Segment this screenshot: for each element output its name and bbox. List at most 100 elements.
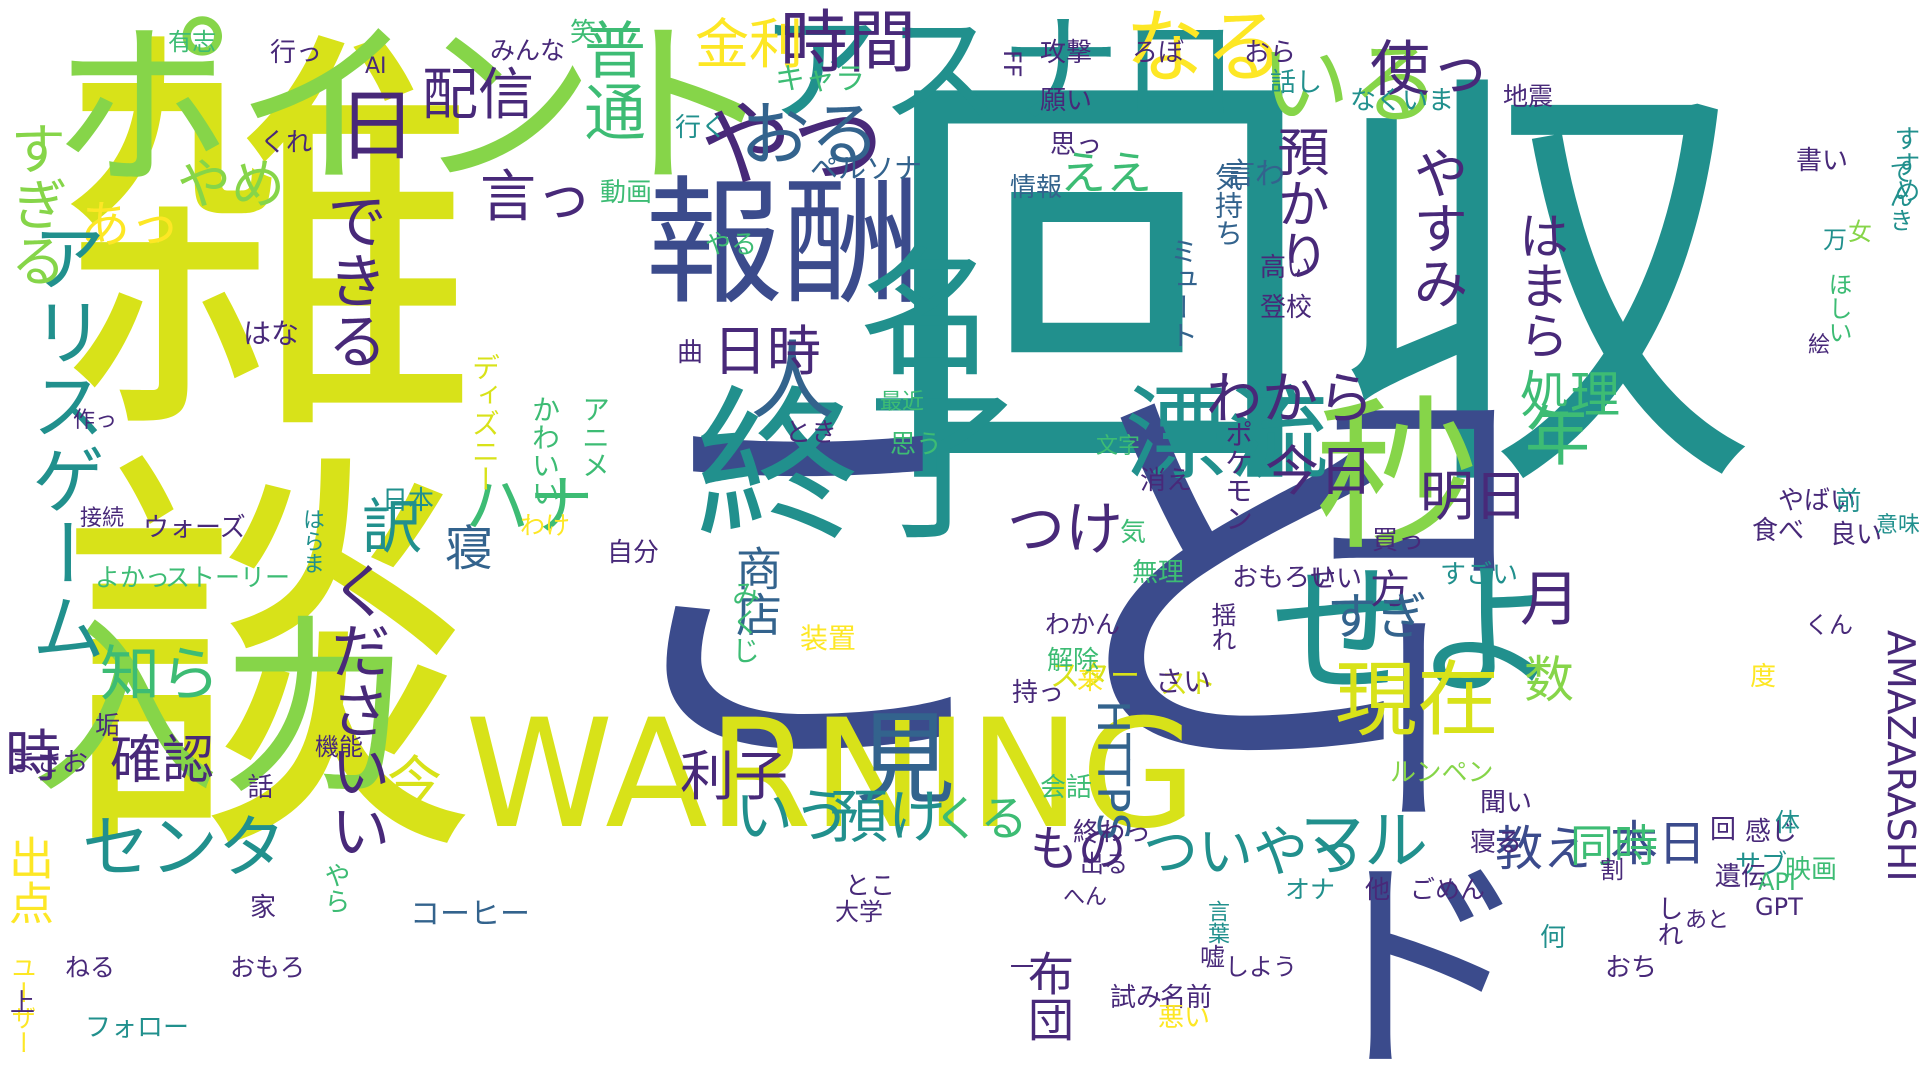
word-74: ルンペン [1390,758,1494,788]
word-140: みくじ [728,580,761,664]
word-155: 聞い [1480,788,1533,818]
word-123: 消え [1140,466,1193,496]
word-5: アスナロ [760,2,1240,141]
word-130: はらま [299,508,324,574]
word-44: 預かり [1268,125,1328,281]
word-115: やる [705,230,758,260]
word-68: 同時 [1570,821,1658,872]
word-21: 日 [338,82,417,172]
word-138: せい [1310,564,1363,594]
word-17: いる [1260,32,1440,137]
word-101: くれ [260,128,313,158]
word-51: 知ら [100,640,220,710]
word-150: 垢 [95,711,121,740]
word-156: 回 [1710,815,1737,845]
word-48: 日時 [713,320,821,383]
word-134: 気 [1120,518,1147,548]
word-80: 気持ち [1211,163,1244,247]
word-36: 明日 [1420,465,1528,528]
word-85: よかっ [95,563,171,592]
word-94: 話し [1270,68,1323,98]
word-77: ペルソナ [810,152,923,185]
word-13: やつ [700,92,885,199]
word-89: 言わ [1225,157,1285,192]
word-96: 地震 [1503,82,1554,111]
word-15: 時間 [780,4,917,83]
word-76: スト [1160,667,1217,700]
word-141: 揺れ [1208,602,1237,652]
word-43: はまら [1511,210,1569,360]
word-133: 自分 [607,538,660,568]
word-18: 見 [855,701,955,818]
word-26: 使っ [1370,35,1490,105]
word-149: さい [1155,665,1212,698]
word-88: 登校 [1260,293,1313,323]
word-127: 食べ [1752,516,1805,546]
word-65: マル [1300,805,1428,879]
word-49: 訳 [362,493,422,563]
word-151: 機能 [315,733,363,761]
word-104: 笑 [570,18,597,48]
word-30: できる [317,190,387,370]
word-55: 今 [387,750,443,814]
word-78: キャラ [775,62,865,97]
word-42: やすみ [1404,145,1468,310]
word-125: 前 [1831,487,1861,513]
word-4: 報酬 [645,163,922,324]
word-110: てんき [1885,160,1913,232]
word-35: 今日 [1265,440,1373,503]
word-3: ポイント [55,3,776,212]
word-165: ユーザー [8,955,37,1055]
word-11: 秒 [1315,381,1480,573]
word-70: くださいい [320,560,390,860]
word-114: 絵 [1808,333,1831,358]
word-108: 書い [1796,146,1849,176]
word-9: WARNING [465,688,1197,862]
word-100: 行く [675,113,728,143]
word-160: 遺伝 [1715,862,1768,892]
word-188: 試み [1110,983,1163,1013]
word-12: せよ [1270,548,1560,717]
word-83: かわいい [528,395,561,507]
word-129: 接続 [80,506,125,531]
word-142: わかん [1045,610,1121,639]
word-147: 度 [1750,662,1777,692]
word-84: アニメ [578,395,611,479]
word-172: あと [1685,908,1730,933]
word-143: 来 [1077,666,1104,696]
word-91: 願い [1040,86,1093,116]
word-177: 言葉 [1204,900,1229,944]
word-189: 名前 [1160,983,1213,1013]
word-27: 言っ [480,165,592,230]
word-113: ほしい [1824,272,1852,344]
word-169: GPT [1755,893,1803,921]
word-24: 配信 [422,63,534,128]
word-53: 確認 [110,731,215,791]
word-41: すぎ [1327,588,1427,646]
word-61: 預け [830,783,947,851]
word-146: 持っ [1012,678,1065,708]
word-97: 思っ [1050,130,1103,160]
word-139: すごい [1440,560,1519,590]
word-34: つけ [1007,495,1124,563]
word-20: 人 [750,333,836,432]
word-136: おもろい [1232,563,1337,593]
word-183: 嘘 [1200,943,1226,972]
word-186: 家 [250,893,277,923]
word-118: 作っ [73,408,118,433]
word-71: 出点 [1,835,54,925]
word-19: 現在 [1335,653,1500,748]
word-6: 終了 [695,371,1025,563]
word-40: 方 [1370,567,1410,613]
word-191: 悪い [1158,1003,1211,1033]
word-164: API [1758,868,1796,896]
word-64: AMAZARASHI [1879,630,1920,882]
word-72: ウォーズ [143,513,246,543]
word-159: 映画 [1785,855,1838,885]
word-105: 有志 [168,28,216,56]
word-69: 布団 [1021,950,1075,1042]
word-37: 年 [1525,400,1591,475]
word-10: 名 [834,240,997,380]
word-7: コード [1255,360,1535,1080]
word-32: すぎる [1,120,66,288]
